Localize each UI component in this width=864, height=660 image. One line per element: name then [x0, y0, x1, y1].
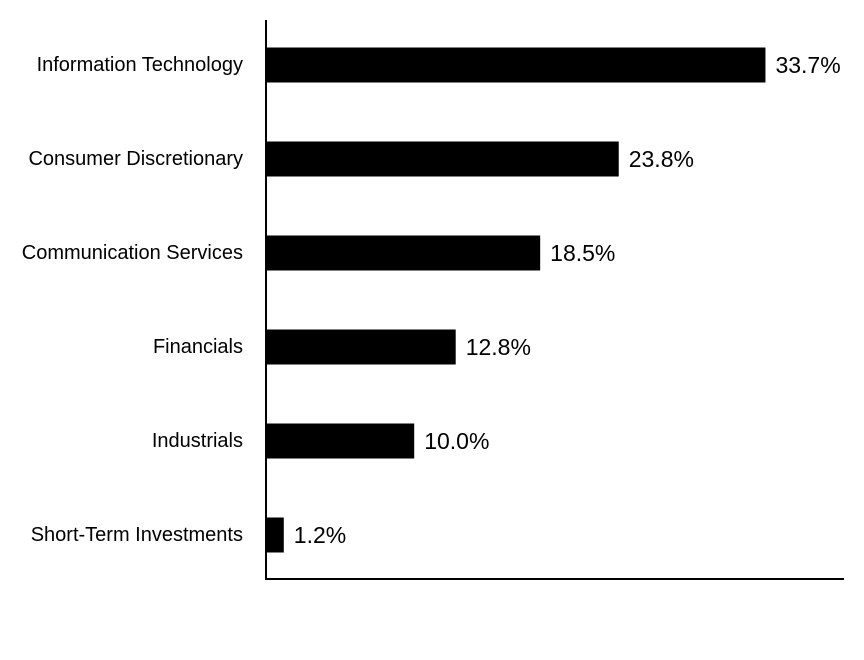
value-label-communication-services: 18.5%: [550, 240, 615, 266]
category-label-communication-services: Communication Services: [22, 242, 243, 264]
category-label-industrials: Industrials: [152, 430, 243, 452]
bar-communication-services: [266, 235, 541, 271]
category-labels-group: Information Technology Consumer Discretio…: [22, 54, 243, 546]
category-label-consumer-discretionary: Consumer Discretionary: [28, 148, 243, 170]
value-label-information-technology: 33.7%: [775, 52, 840, 78]
category-label-financials: Financials: [153, 336, 243, 358]
value-labels-group: 33.7% 23.8% 18.5% 12.8% 10.0% 1.2%: [294, 52, 841, 548]
category-label-short-term-investments: Short-Term Investments: [31, 524, 243, 546]
bars-group: [266, 47, 766, 553]
bar-industrials: [266, 423, 415, 459]
bar-financials: [266, 329, 456, 365]
bar-short-term-investments: [266, 517, 284, 553]
value-label-consumer-discretionary: 23.8%: [629, 146, 694, 172]
category-label-information-technology: Information Technology: [37, 54, 243, 76]
bar-information-technology: [266, 47, 766, 83]
value-label-financials: 12.8%: [466, 334, 531, 360]
value-label-industrials: 10.0%: [424, 428, 489, 454]
value-label-short-term-investments: 1.2%: [294, 522, 346, 548]
bar-consumer-discretionary: [266, 141, 619, 177]
